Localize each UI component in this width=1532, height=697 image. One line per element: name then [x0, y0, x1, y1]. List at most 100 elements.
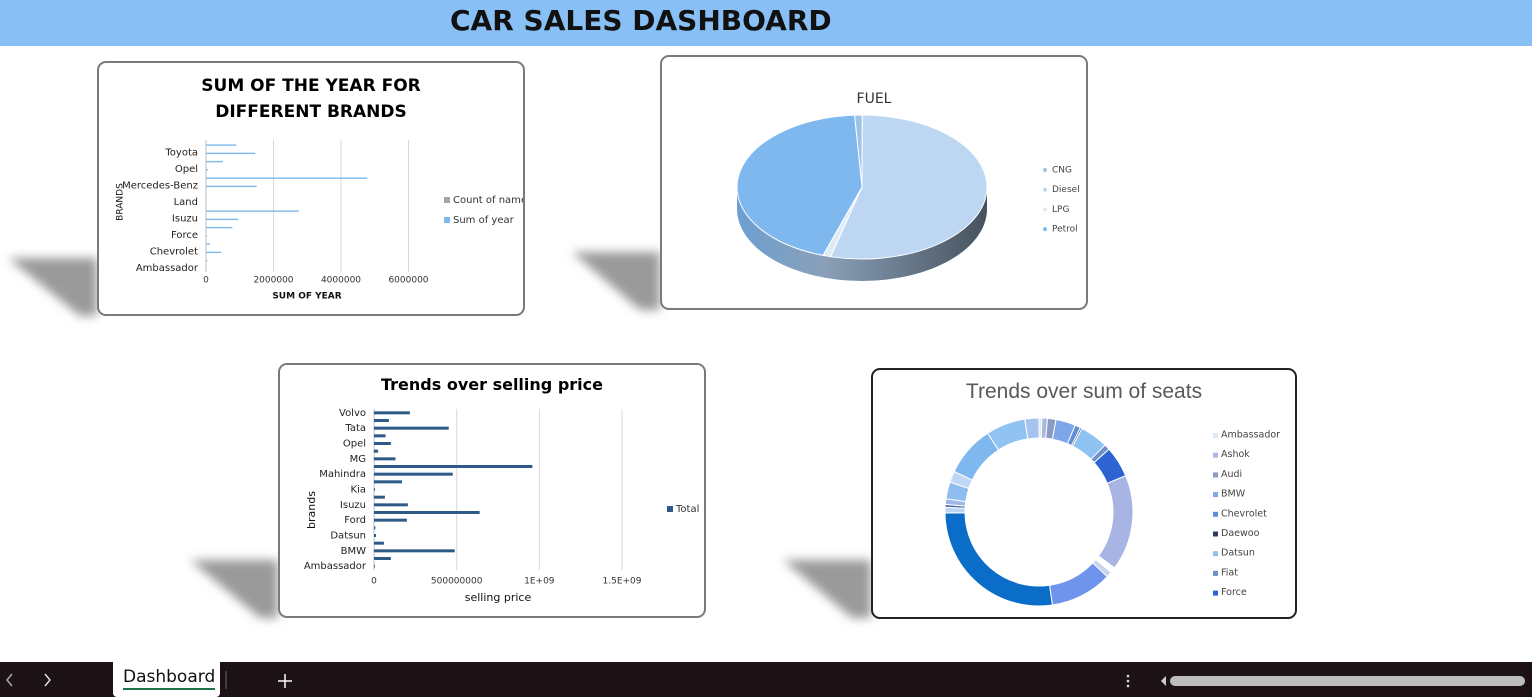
- prev-arrow[interactable]: [6, 673, 13, 687]
- y-tick-label: Kia: [351, 485, 366, 496]
- legend-label: Force: [1221, 587, 1247, 598]
- bar: [374, 503, 408, 507]
- legend-label: Datsun: [1221, 548, 1255, 559]
- bar: [206, 218, 239, 221]
- legend-label: Ashok: [1221, 449, 1250, 460]
- bar: [374, 419, 389, 422]
- scrollbar[interactable]: [1170, 676, 1525, 686]
- bar: [374, 472, 453, 476]
- sheet-tab-bar: Dashboard: [0, 662, 1532, 697]
- y-tick-label: Opel: [175, 164, 198, 175]
- chart-title: SUM OF THE YEAR FOR DIFFERENT BRANDS: [201, 76, 421, 122]
- menu-dot[interactable]: [1126, 684, 1130, 688]
- y-tick-label: Isuzu: [340, 500, 366, 511]
- sheet-tab[interactable]: Dashboard: [113, 662, 220, 697]
- bar: [374, 480, 402, 484]
- bar: [374, 449, 379, 453]
- sheet-tab-label[interactable]: Dashboard: [123, 667, 216, 690]
- bar: [206, 235, 208, 237]
- legend-label: Sum of year: [453, 215, 515, 226]
- donut-segment: [1048, 562, 1108, 606]
- legend-swatch: [1213, 472, 1218, 478]
- chart: Ambassador Ashok Audi BMW Chevrolet Daewoo Dat…: [944, 417, 1280, 607]
- legend-swatch: [444, 217, 450, 223]
- shadow: [783, 560, 871, 618]
- legend-swatch: [1213, 511, 1218, 517]
- y-tick-label: MG: [350, 454, 366, 465]
- bar: [374, 549, 455, 553]
- bar: [206, 169, 209, 171]
- y-tick-label: Opel: [343, 439, 366, 450]
- bar: [374, 557, 391, 560]
- donut-segment: [1024, 417, 1040, 440]
- bar: [374, 526, 376, 530]
- bar: [374, 411, 410, 415]
- legend-swatch: [1043, 187, 1047, 192]
- chart-title: Trends over selling price: [381, 375, 603, 394]
- header: CAR SALES DASHBOARD: [0, 0, 1532, 46]
- bar: [374, 426, 449, 430]
- bar: [374, 465, 533, 468]
- background: [8, 252, 871, 618]
- menu-dot[interactable]: [1126, 674, 1130, 678]
- y-tick-label: Datsun: [330, 531, 366, 542]
- bar: [374, 434, 386, 438]
- legend-label: LPG: [1052, 205, 1069, 215]
- legend-label: BMW: [1221, 489, 1246, 500]
- x-axis-label: SUM OF YEAR: [272, 292, 341, 302]
- y-tick-label: Volvo: [339, 408, 366, 419]
- chart-card: Trends over sum of seats Ambassador Ashok…: [871, 368, 1297, 619]
- next-arrow[interactable]: [44, 673, 51, 687]
- x-tick-label: 2000000: [253, 276, 293, 286]
- x-tick-label: 1.5E+09: [603, 577, 642, 587]
- shadow: [572, 252, 660, 310]
- scroll-left[interactable]: [1161, 676, 1166, 686]
- bar: [206, 160, 223, 163]
- pie-side: [737, 187, 987, 281]
- chart-title: Trends over sum of seats: [965, 380, 1203, 403]
- legend-label: Count of name: [453, 195, 525, 206]
- donut-segment: [1097, 475, 1134, 569]
- bar: [206, 202, 207, 204]
- menu-dot[interactable]: [1126, 679, 1130, 683]
- legend-swatch: [444, 197, 450, 203]
- legend-label: Fiat: [1221, 567, 1238, 578]
- shadow: [8, 258, 97, 316]
- legend-label: Chevrolet: [1221, 508, 1267, 519]
- y-tick-label: Isuzu: [172, 213, 198, 224]
- bar: [206, 185, 257, 188]
- bar: [206, 152, 256, 155]
- tab-nav[interactable]: [0, 662, 110, 697]
- legend-label: Audi: [1221, 469, 1242, 480]
- y-tick-label: BMW: [341, 546, 366, 557]
- bar: [206, 259, 208, 262]
- x-tick-label: 0: [203, 276, 209, 286]
- legend-swatch: [1213, 433, 1218, 438]
- bar: [206, 177, 368, 179]
- x-tick-label: 0: [371, 577, 377, 587]
- chart: 0 500000000 1E+09 1.5E+09 Ambassador BMW Datsu…: [304, 408, 700, 604]
- bar: [374, 488, 375, 491]
- legend-swatch: [1213, 531, 1218, 537]
- legend-swatch: [1043, 168, 1047, 172]
- legend-label: Total: [675, 504, 699, 515]
- bar: [374, 495, 385, 499]
- dashboard-title: CAR SALES DASHBOARD: [450, 4, 832, 37]
- legend-label: Diesel: [1052, 185, 1080, 195]
- donut-segment: [944, 512, 1053, 607]
- legend-label: CNG: [1052, 166, 1072, 176]
- y-tick-label: Ambassador: [304, 561, 367, 572]
- bar: [374, 541, 384, 545]
- pie-slice: [829, 114, 988, 260]
- y-tick-label: Chevrolet: [150, 246, 198, 257]
- chart-card: SUM OF THE YEAR FOR DIFFERENT BRANDS 0 20…: [97, 61, 525, 316]
- x-tick-label: 4000000: [321, 276, 361, 286]
- legend-swatch: [667, 506, 673, 512]
- legend-swatch: [1043, 227, 1047, 232]
- chart-title: FUEL: [856, 91, 892, 107]
- legend-swatch: [1213, 492, 1218, 498]
- y-tick-label: Toyota: [164, 147, 198, 158]
- bar: [206, 243, 211, 245]
- legend-label: Daewoo: [1221, 528, 1260, 539]
